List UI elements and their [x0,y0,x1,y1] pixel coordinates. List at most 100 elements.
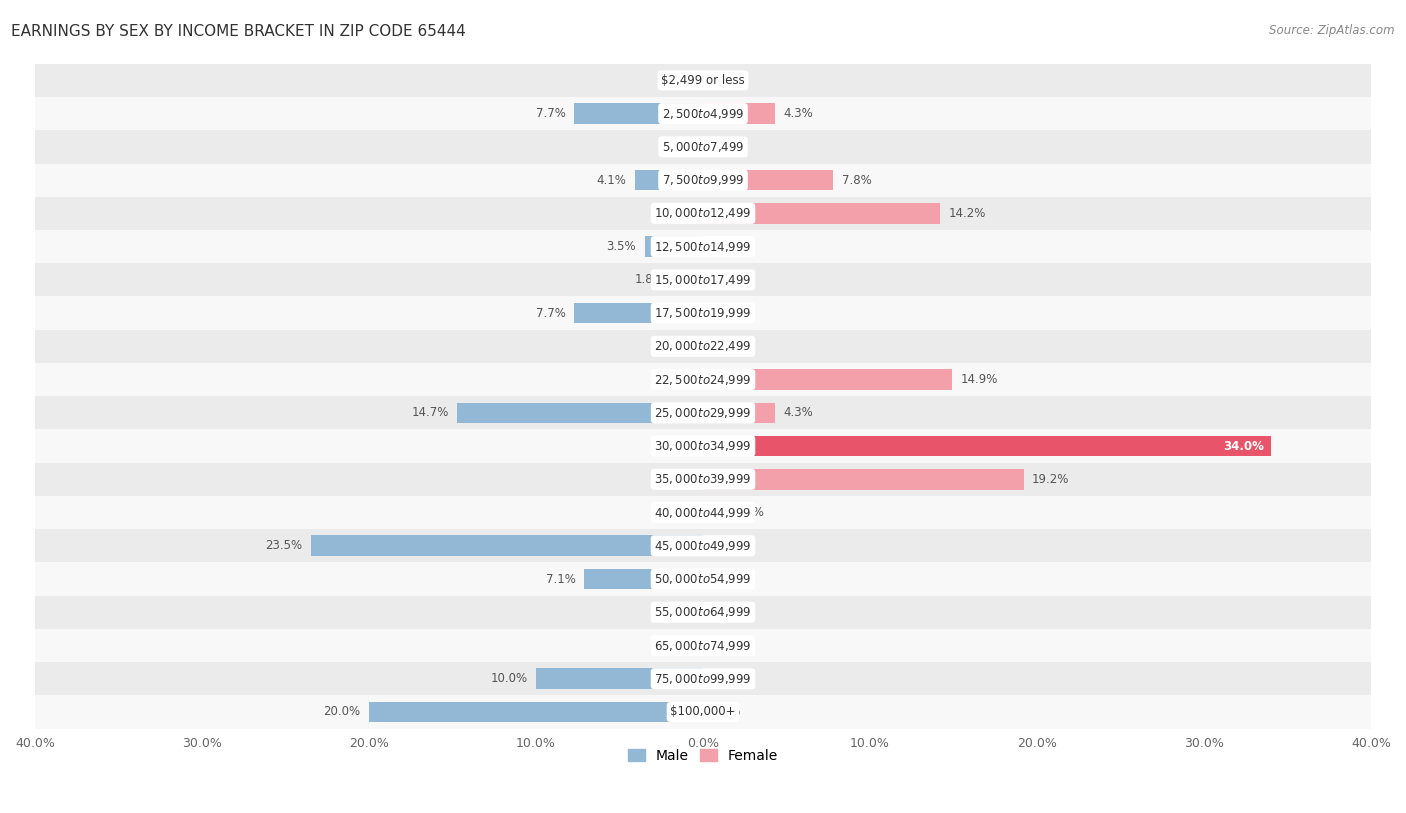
Bar [585,569,703,589]
Bar [311,536,703,556]
Bar [703,402,775,423]
Bar [703,469,1024,489]
Text: $7,500 to $9,999: $7,500 to $9,999 [662,173,744,187]
Text: 0.0%: 0.0% [665,440,695,453]
Bar [673,270,703,290]
Text: EARNINGS BY SEX BY INCOME BRACKET IN ZIP CODE 65444: EARNINGS BY SEX BY INCOME BRACKET IN ZIP… [11,24,465,39]
Text: $45,000 to $49,999: $45,000 to $49,999 [654,539,752,553]
Text: 0.0%: 0.0% [711,340,741,353]
Bar [35,63,1371,97]
Text: 0.0%: 0.0% [665,373,695,386]
Text: 0.0%: 0.0% [711,706,741,719]
Text: 14.9%: 14.9% [960,373,998,386]
Bar [35,662,1371,695]
Text: 7.1%: 7.1% [546,572,576,585]
Bar [35,396,1371,429]
Text: 0.0%: 0.0% [711,639,741,652]
Bar [368,702,703,722]
Text: 0.0%: 0.0% [665,639,695,652]
Text: $17,500 to $19,999: $17,500 to $19,999 [654,306,752,320]
Text: 0.0%: 0.0% [665,207,695,220]
Bar [703,369,952,390]
Text: 19.2%: 19.2% [1032,473,1070,486]
Bar [35,695,1371,728]
Bar [35,130,1371,163]
Text: $65,000 to $74,999: $65,000 to $74,999 [654,638,752,653]
Text: 1.4%: 1.4% [735,506,765,519]
Text: 7.7%: 7.7% [536,307,567,320]
Text: 0.0%: 0.0% [665,340,695,353]
Bar [703,436,1271,456]
Legend: Male, Female: Male, Female [623,743,783,768]
Bar [35,297,1371,330]
Bar [644,237,703,257]
Bar [35,463,1371,496]
Text: 0.0%: 0.0% [711,606,741,619]
Text: $100,000+: $100,000+ [671,706,735,719]
Text: 0.0%: 0.0% [665,506,695,519]
Text: 0.0%: 0.0% [711,273,741,286]
Text: 0.0%: 0.0% [711,240,741,253]
Text: $15,000 to $17,499: $15,000 to $17,499 [654,273,752,287]
Text: $50,000 to $54,999: $50,000 to $54,999 [654,572,752,586]
Text: 0.0%: 0.0% [711,307,741,320]
Text: 34.0%: 34.0% [1223,440,1264,453]
Text: 14.7%: 14.7% [412,406,449,420]
Bar [35,429,1371,463]
Bar [703,170,834,190]
Bar [35,363,1371,396]
Text: 3.5%: 3.5% [606,240,636,253]
Text: 0.0%: 0.0% [665,74,695,87]
Text: 0.0%: 0.0% [711,74,741,87]
Text: 7.8%: 7.8% [842,174,872,187]
Text: $12,500 to $14,999: $12,500 to $14,999 [654,240,752,254]
Bar [575,302,703,324]
Text: 4.1%: 4.1% [596,174,626,187]
Text: 4.3%: 4.3% [783,406,813,420]
Bar [35,596,1371,629]
Text: $30,000 to $34,999: $30,000 to $34,999 [654,439,752,453]
Text: $25,000 to $29,999: $25,000 to $29,999 [654,406,752,420]
Text: 0.0%: 0.0% [711,672,741,685]
Text: $10,000 to $12,499: $10,000 to $12,499 [654,207,752,220]
Text: 0.0%: 0.0% [711,141,741,154]
Bar [703,203,941,224]
Bar [457,402,703,423]
Text: 0.0%: 0.0% [665,606,695,619]
Bar [35,163,1371,197]
Bar [703,502,727,523]
Text: $40,000 to $44,999: $40,000 to $44,999 [654,506,752,520]
Text: 10.0%: 10.0% [491,672,527,685]
Bar [634,170,703,190]
Bar [35,529,1371,563]
Text: 0.0%: 0.0% [711,539,741,552]
Text: $55,000 to $64,999: $55,000 to $64,999 [654,605,752,620]
Text: $2,499 or less: $2,499 or less [661,74,745,87]
Text: 14.2%: 14.2% [949,207,986,220]
Bar [35,230,1371,263]
Bar [35,496,1371,529]
Text: 0.0%: 0.0% [665,141,695,154]
Text: $20,000 to $22,499: $20,000 to $22,499 [654,339,752,354]
Bar [35,97,1371,130]
Text: $5,000 to $7,499: $5,000 to $7,499 [662,140,744,154]
Text: Source: ZipAtlas.com: Source: ZipAtlas.com [1270,24,1395,37]
Text: 1.8%: 1.8% [636,273,665,286]
Bar [35,629,1371,662]
Text: 20.0%: 20.0% [323,706,360,719]
Text: 23.5%: 23.5% [266,539,302,552]
Text: 7.7%: 7.7% [536,107,567,120]
Text: $2,500 to $4,999: $2,500 to $4,999 [662,107,744,120]
Bar [575,103,703,124]
Text: 0.0%: 0.0% [711,572,741,585]
Text: $75,000 to $99,999: $75,000 to $99,999 [654,672,752,685]
Bar [703,103,775,124]
Bar [536,668,703,689]
Bar [35,330,1371,363]
Bar [35,197,1371,230]
Bar [35,263,1371,297]
Text: $22,500 to $24,999: $22,500 to $24,999 [654,372,752,386]
Text: 4.3%: 4.3% [783,107,813,120]
Text: 0.0%: 0.0% [665,473,695,486]
Text: $35,000 to $39,999: $35,000 to $39,999 [654,472,752,486]
